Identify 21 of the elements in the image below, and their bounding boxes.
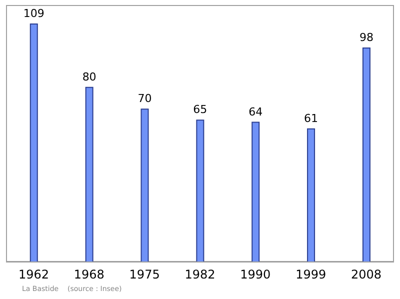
- x-tick-label: 1990: [240, 268, 271, 282]
- x-tick-label: 1962: [18, 268, 49, 282]
- x-tick-label: 1975: [129, 268, 160, 282]
- x-tick-label: 1999: [296, 268, 326, 282]
- bar: [30, 24, 38, 262]
- bar: [196, 120, 204, 262]
- x-tick-label: 1968: [74, 268, 104, 282]
- bar: [307, 128, 316, 262]
- data-label: 109: [23, 7, 44, 20]
- bar: [362, 48, 370, 262]
- data-label: 98: [359, 31, 374, 44]
- bar: [252, 122, 260, 262]
- data-label: 70: [138, 92, 152, 106]
- bar: [85, 86, 94, 262]
- data-label: 65: [193, 103, 208, 116]
- x-tick-label: 1982: [184, 268, 216, 282]
- data-label: 80: [82, 70, 96, 84]
- x-tick-label: 2008: [351, 268, 382, 282]
- data-label: 64: [248, 105, 263, 118]
- bar: [140, 108, 149, 262]
- data-label: 61: [304, 112, 318, 125]
